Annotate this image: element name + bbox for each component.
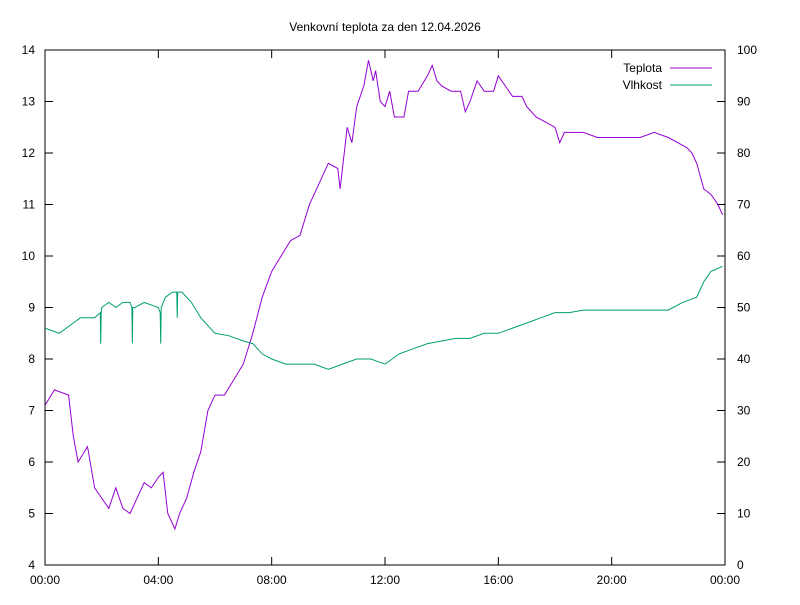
y-tick-label: 6 <box>28 455 35 469</box>
series-line-teplota <box>44 60 724 531</box>
plot-border <box>44 49 726 566</box>
y2-tick-label: 0 <box>737 558 744 572</box>
y-tick-label: 7 <box>28 404 35 418</box>
x-tick-label: 12:00 <box>370 573 400 587</box>
y2-tick-label: 100 <box>737 43 757 57</box>
y-tick-label: 11 <box>23 198 36 212</box>
y-tick-label: 14 <box>22 43 36 57</box>
y2-tick-label: 80 <box>737 146 751 160</box>
y2-tick-label: 50 <box>737 301 751 315</box>
y-tick-label: 8 <box>28 352 35 366</box>
y-tick-label: 13 <box>22 95 36 109</box>
x-tick-label: 16:00 <box>483 573 513 587</box>
y-tick-label: 9 <box>28 301 35 315</box>
axes: 4 5 6 7 8 9 10 11 12 13 14 0 10 20 30 40 50 60 70 80 90 100 00… <box>22 43 758 587</box>
y-tick-label: 5 <box>28 507 35 521</box>
x-tick-label: 04:00 <box>143 573 173 587</box>
series-line-vlhkost <box>44 265 723 370</box>
y2-tick-label: 30 <box>737 404 751 418</box>
y2-tick-label: 70 <box>737 198 751 212</box>
y2-tick-label: 20 <box>737 455 751 469</box>
y-tick-label: 4 <box>28 558 35 572</box>
y2-tick-label: 60 <box>737 249 751 263</box>
x-tick-label: 00:00 <box>30 573 60 587</box>
x-tick-label: 00:00 <box>710 573 740 587</box>
x-tick-label: 08:00 <box>257 573 287 587</box>
y-tick-label: 12 <box>22 146 36 160</box>
chart-title: Venkovní teplota za den 12.04.2026 <box>289 20 481 34</box>
legend-label: Vlhkost <box>623 78 663 92</box>
y2-tick-label: 90 <box>737 95 751 109</box>
legend-label: Teplota <box>623 61 662 75</box>
y2-tick-label: 10 <box>737 507 751 521</box>
series-lines <box>44 60 724 531</box>
y2-tick-label: 40 <box>737 352 751 366</box>
x-tick-label: 20:00 <box>597 573 627 587</box>
legend: Teplota Vlhkost <box>623 61 712 92</box>
y-tick-label: 10 <box>22 249 36 263</box>
